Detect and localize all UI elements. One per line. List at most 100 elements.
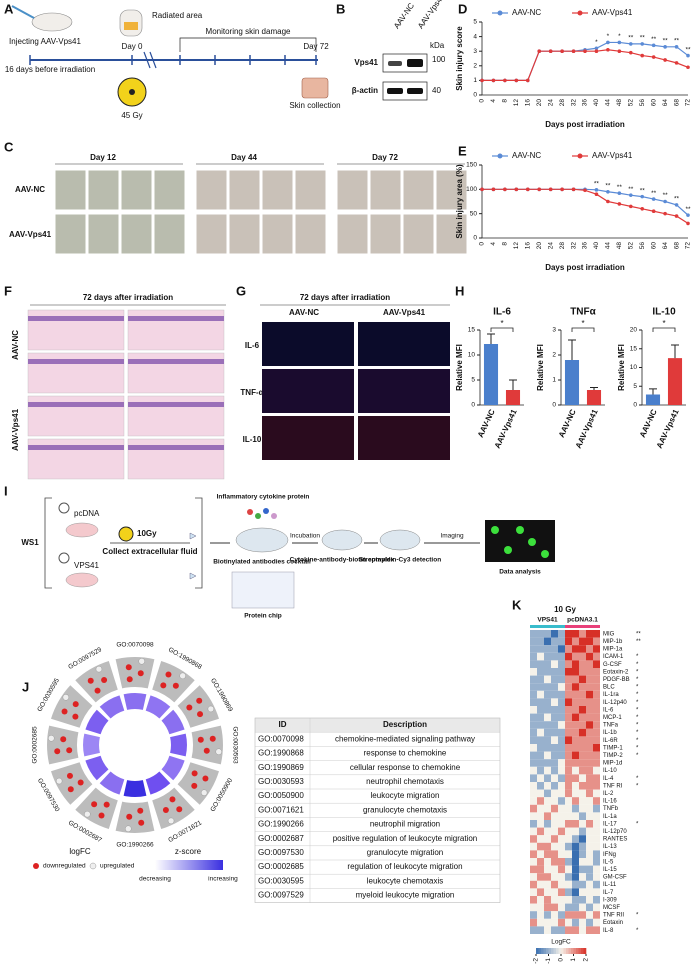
heat-cell [544,896,551,904]
panel-label: D [458,1,467,16]
heat-cell [572,774,579,782]
significance: * [636,692,639,698]
colorbar-step [536,948,539,954]
ticks [179,55,317,65]
gene-dot [55,777,63,785]
gene-dot [48,735,55,742]
heat-cell [530,668,537,676]
heat-cell [551,850,558,858]
colorbar-label: 2 [583,958,590,962]
gene-dot [167,817,175,825]
point [594,46,599,51]
gene-dot [160,682,167,689]
heat-cell [537,675,544,684]
point [514,78,519,83]
row-label: IL-4 [603,776,614,782]
heat-cell [586,706,593,714]
heat-cell [551,766,558,775]
gene-dot [103,801,110,808]
heat-cell [586,911,593,919]
gene-dot [66,747,73,754]
point [651,55,656,59]
point [617,202,622,206]
heat-cell [537,820,544,828]
heat-cell [593,721,600,729]
epidermis [28,359,124,364]
heat-cell [565,812,572,820]
heat-cell [565,706,572,714]
heat-cell [586,713,593,722]
heat-cell [586,751,593,760]
point [560,187,564,192]
heat-cell [593,858,600,866]
heat-cell [530,713,537,722]
heat-cell [558,896,565,904]
heat-cell [551,873,558,881]
text: WS1 [21,538,39,547]
heat-cell [551,630,558,638]
band [388,61,402,66]
heat-cell [579,858,586,866]
y-tick-label: 0 [633,402,637,409]
heat-cell [572,812,579,820]
table-cell: GO:0097530 [258,848,304,857]
heat-cell [579,804,586,813]
heat-cell [537,896,544,904]
point [663,58,667,62]
group-label: AAV-Vps41 [9,230,52,239]
heat-cell [593,789,600,798]
heat-cell [544,759,551,767]
heat-cell [544,652,551,661]
heat-cell [530,645,537,653]
group-label: AAV-Vps41 [383,308,426,317]
x-tick-label: 16 [524,242,531,250]
heat-cell [551,637,558,646]
group-bar [530,625,565,628]
colorbar-step [581,948,584,954]
table-cell: leukocyte migration [371,791,440,800]
heat-cell [586,835,593,843]
significance: ** [663,38,669,45]
heat-cell [530,660,537,668]
row-label: IL-11 [603,882,617,888]
heat-cell [586,804,593,813]
term-label: GO:1990266 [116,842,154,849]
heat-cell [558,789,565,798]
row-label: MCSF [603,905,620,911]
heat-cell [572,759,579,767]
heat-cell [572,903,579,912]
significance: * [607,33,610,40]
epidermis [28,402,124,407]
heat-cell [579,896,586,904]
marker-label: IL-6 [245,341,260,350]
heat-cell [544,926,551,934]
spots [491,526,549,558]
heat-cell [530,873,537,881]
heat-cell [558,880,565,889]
heat-cell [572,668,579,676]
heat-cell [579,820,586,828]
term-sector [177,762,219,805]
heat-cell [544,774,551,782]
term-sector [51,685,93,728]
y-tick-label: 2 [552,352,556,359]
colorbar-step [541,948,544,954]
heat-cell [565,751,572,760]
heat-cell [530,690,537,699]
heat-cell [544,865,551,874]
heat-cell [558,804,565,813]
point [503,187,507,192]
heat-cell [558,683,565,691]
heat-cell [586,797,593,805]
point [674,214,679,218]
heat-cell [593,782,600,790]
photo [87,213,120,255]
table-cell: GO:0050900 [258,791,304,800]
heat-cell [537,744,544,752]
point [628,42,633,46]
point [606,189,610,194]
y-tick-label: 3 [552,327,556,334]
heat-cell [565,774,572,782]
point [594,192,599,196]
text: Imaging [440,533,464,540]
